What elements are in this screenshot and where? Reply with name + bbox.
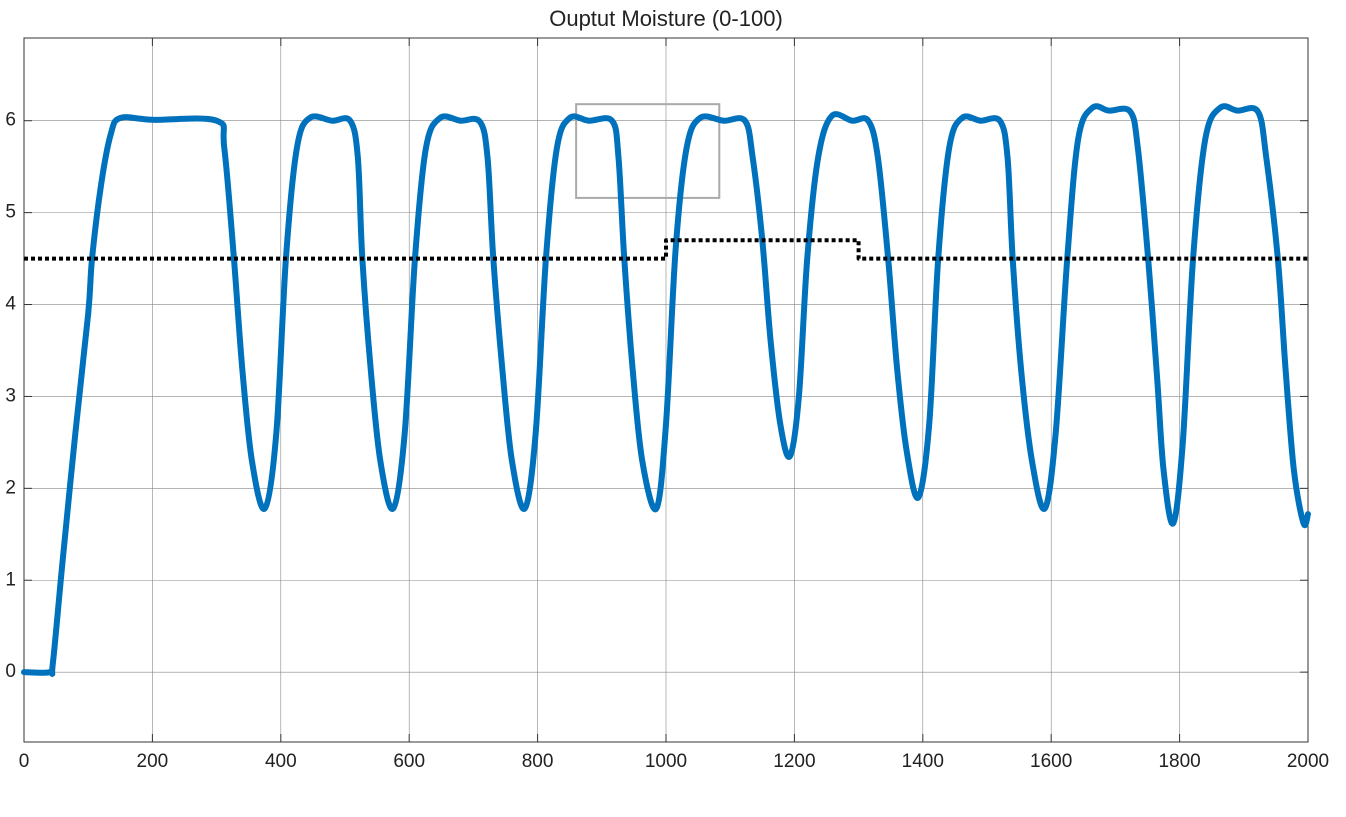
x-tick-label: 1600 [1030, 751, 1072, 772]
x-tick-label: 1000 [645, 751, 687, 772]
y-tick-label: 0 [5, 661, 16, 682]
setpoint-line [24, 238, 1308, 261]
highlight-box [575, 103, 721, 199]
y-tick-label: 3 [5, 385, 16, 406]
x-tick-label: 800 [522, 751, 554, 772]
x-tick-label: 1200 [773, 751, 815, 772]
chart-title: Ouptut Moisture (0-100) [549, 6, 783, 31]
y-tick-label: 5 [5, 202, 16, 223]
x-tick-label: 0 [19, 751, 30, 772]
y-tick-label: 4 [5, 294, 16, 315]
y-tick-label: 6 [5, 110, 16, 131]
x-tick-label: 2000 [1287, 751, 1329, 772]
y-tick-label: 1 [5, 569, 16, 590]
x-tick-label: 1400 [902, 751, 944, 772]
x-tick-label: 1800 [1158, 751, 1200, 772]
x-tick-label: 200 [137, 751, 169, 772]
y-tick-label: 2 [5, 477, 16, 498]
x-tick-label: 600 [393, 751, 425, 772]
x-tick-label: 400 [265, 751, 297, 772]
plot-frame [23, 37, 1309, 743]
data-line [21, 103, 1311, 677]
